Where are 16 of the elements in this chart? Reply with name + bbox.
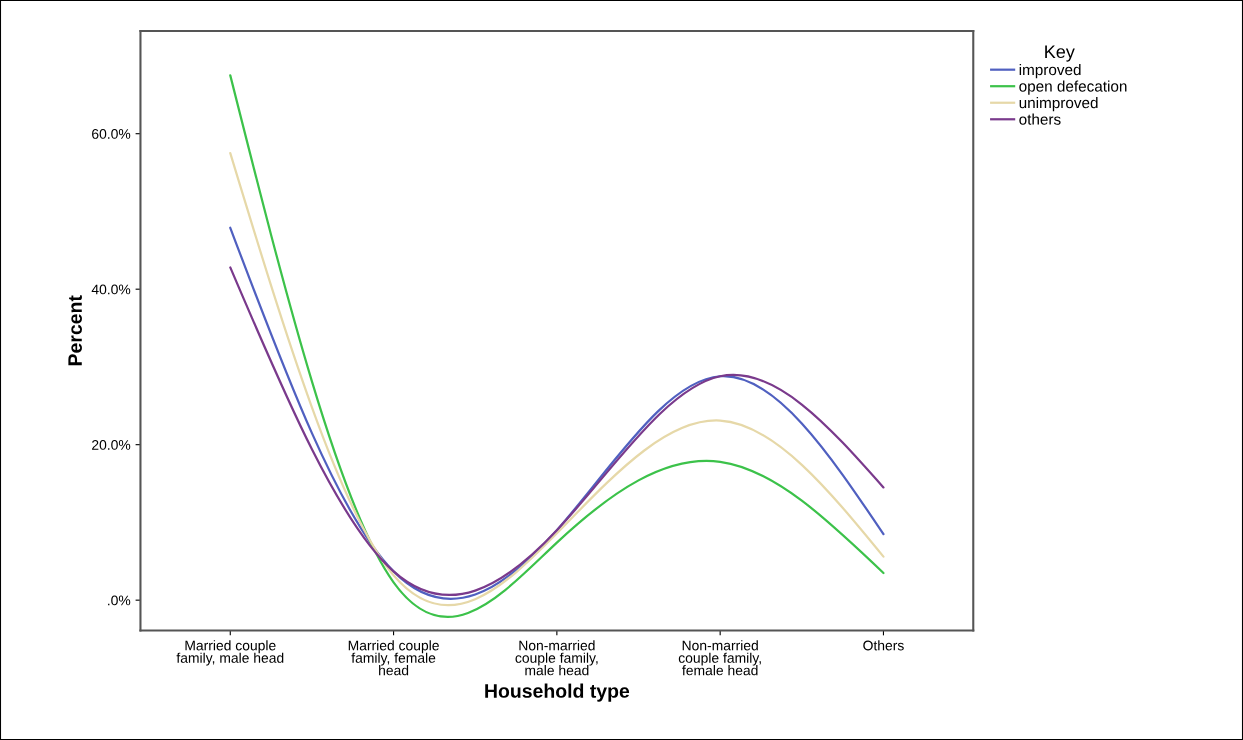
- legend-label: unimproved: [1019, 97, 1098, 112]
- x-axis-title: Household type: [485, 683, 630, 702]
- y-tick-label: 60.0%: [92, 129, 131, 139]
- legend-title: Key: [1045, 45, 1075, 62]
- legend-label: improved: [1019, 63, 1081, 79]
- y-tick-label: .0%: [108, 595, 131, 606]
- x-tick-label: Others: [863, 640, 904, 651]
- y-tick-label: 20.0%: [92, 440, 131, 450]
- legend-label: others: [1019, 113, 1061, 125]
- x-tick-label: Married couple family, male head: [176, 640, 284, 666]
- y-tick-label: 40.0%: [91, 284, 131, 295]
- legend-label: open defecation: [1019, 80, 1127, 95]
- x-tick-label: Non-married couple family, male head: [515, 640, 598, 676]
- y-axis-title: Percent: [68, 295, 82, 366]
- x-tick-label: Non-married couple family, female head: [678, 640, 761, 676]
- x-tick-label: Married couple family, female head: [348, 640, 439, 676]
